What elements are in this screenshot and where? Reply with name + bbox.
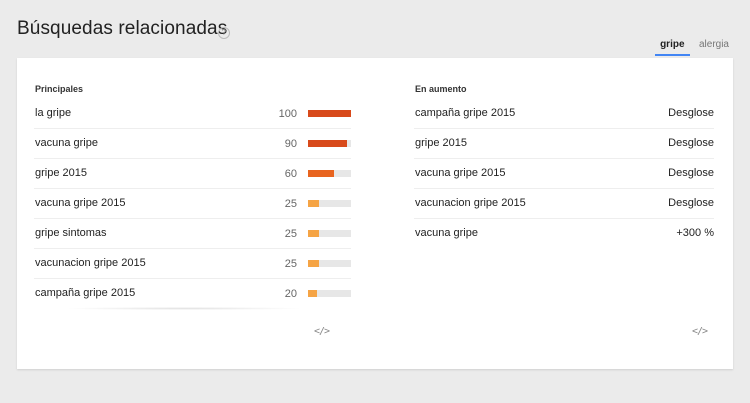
list-item-value: Desglose (668, 137, 714, 149)
list-item[interactable]: vacunacion gripe 2015 25 (34, 249, 351, 279)
list-item-value: Desglose (668, 107, 714, 119)
principales-list: la gripe 100 vacuna gripe 90 gripe 2015 … (34, 99, 351, 308)
embed-code-icon[interactable]: </> (314, 326, 330, 337)
en-aumento-title: En aumento (415, 84, 467, 94)
related-searches-card: Principales la gripe 100 vacuna gripe 90… (17, 58, 733, 369)
help-icon[interactable]: ? (218, 27, 230, 39)
tab-bar: gripe alergia (655, 34, 734, 58)
embed-code-icon[interactable]: </> (692, 326, 708, 337)
list-item[interactable]: vacunacion gripe 2015 Desglose (414, 189, 714, 219)
list-item-label: vacuna gripe 2015 (415, 167, 506, 179)
bar-track (308, 110, 351, 117)
list-bottom-shadow (64, 307, 304, 310)
list-item-label: vacunacion gripe 2015 (415, 197, 526, 209)
list-item-value: 25 (284, 228, 297, 240)
list-item-value: 20 (284, 288, 297, 300)
bar-track (308, 170, 351, 177)
page-title: Búsquedas relacionadas (17, 18, 228, 39)
bar-track (308, 290, 351, 297)
list-item-label: vacuna gripe 2015 (35, 197, 126, 209)
bar-fill (308, 140, 347, 147)
list-item-label: vacuna gripe (35, 137, 98, 149)
list-item[interactable]: vacuna gripe +300 % (414, 219, 714, 248)
list-item[interactable]: gripe 2015 Desglose (414, 129, 714, 159)
list-item[interactable]: la gripe 100 (34, 99, 351, 129)
list-item[interactable]: campaña gripe 2015 Desglose (414, 99, 714, 129)
bar-fill (308, 260, 319, 267)
en-aumento-list: campaña gripe 2015 Desglose gripe 2015 D… (414, 99, 714, 248)
list-item-value: 100 (278, 108, 297, 120)
bar-track (308, 140, 351, 147)
list-item[interactable]: vacuna gripe 2015 25 (34, 189, 351, 219)
list-item-label: gripe sintomas (35, 227, 107, 239)
list-item-value: 60 (284, 168, 297, 180)
tab-gripe[interactable]: gripe (655, 35, 690, 56)
bar-fill (308, 110, 351, 117)
list-item-label: campaña gripe 2015 (35, 287, 136, 299)
list-item-label: la gripe (35, 107, 72, 119)
bar-fill (308, 170, 334, 177)
list-item[interactable]: vacuna gripe 90 (34, 129, 351, 159)
list-item[interactable]: gripe 2015 60 (34, 159, 351, 189)
bar-fill (308, 230, 319, 237)
list-item-label: vacunacion gripe 2015 (35, 257, 146, 269)
list-item[interactable]: gripe sintomas 25 (34, 219, 351, 249)
list-item[interactable]: campaña gripe 2015 20 (34, 279, 351, 308)
list-item-value: 90 (284, 138, 297, 150)
list-item-label: vacuna gripe (415, 227, 478, 239)
list-item-value: Desglose (668, 167, 714, 179)
tab-alergia[interactable]: alergia (698, 39, 729, 50)
list-item-label: gripe 2015 (35, 167, 87, 179)
list-item-value: 25 (284, 198, 297, 210)
bar-track (308, 230, 351, 237)
bar-track (308, 200, 351, 207)
principales-title: Principales (35, 84, 84, 94)
list-item-value: 25 (284, 258, 297, 270)
bar-fill (308, 290, 317, 297)
bar-track (308, 260, 351, 267)
list-item-value: Desglose (668, 197, 714, 209)
list-item[interactable]: vacuna gripe 2015 Desglose (414, 159, 714, 189)
list-item-value: +300 % (676, 227, 714, 239)
list-item-label: gripe 2015 (415, 137, 467, 149)
bar-fill (308, 200, 319, 207)
list-item-label: campaña gripe 2015 (415, 107, 516, 119)
